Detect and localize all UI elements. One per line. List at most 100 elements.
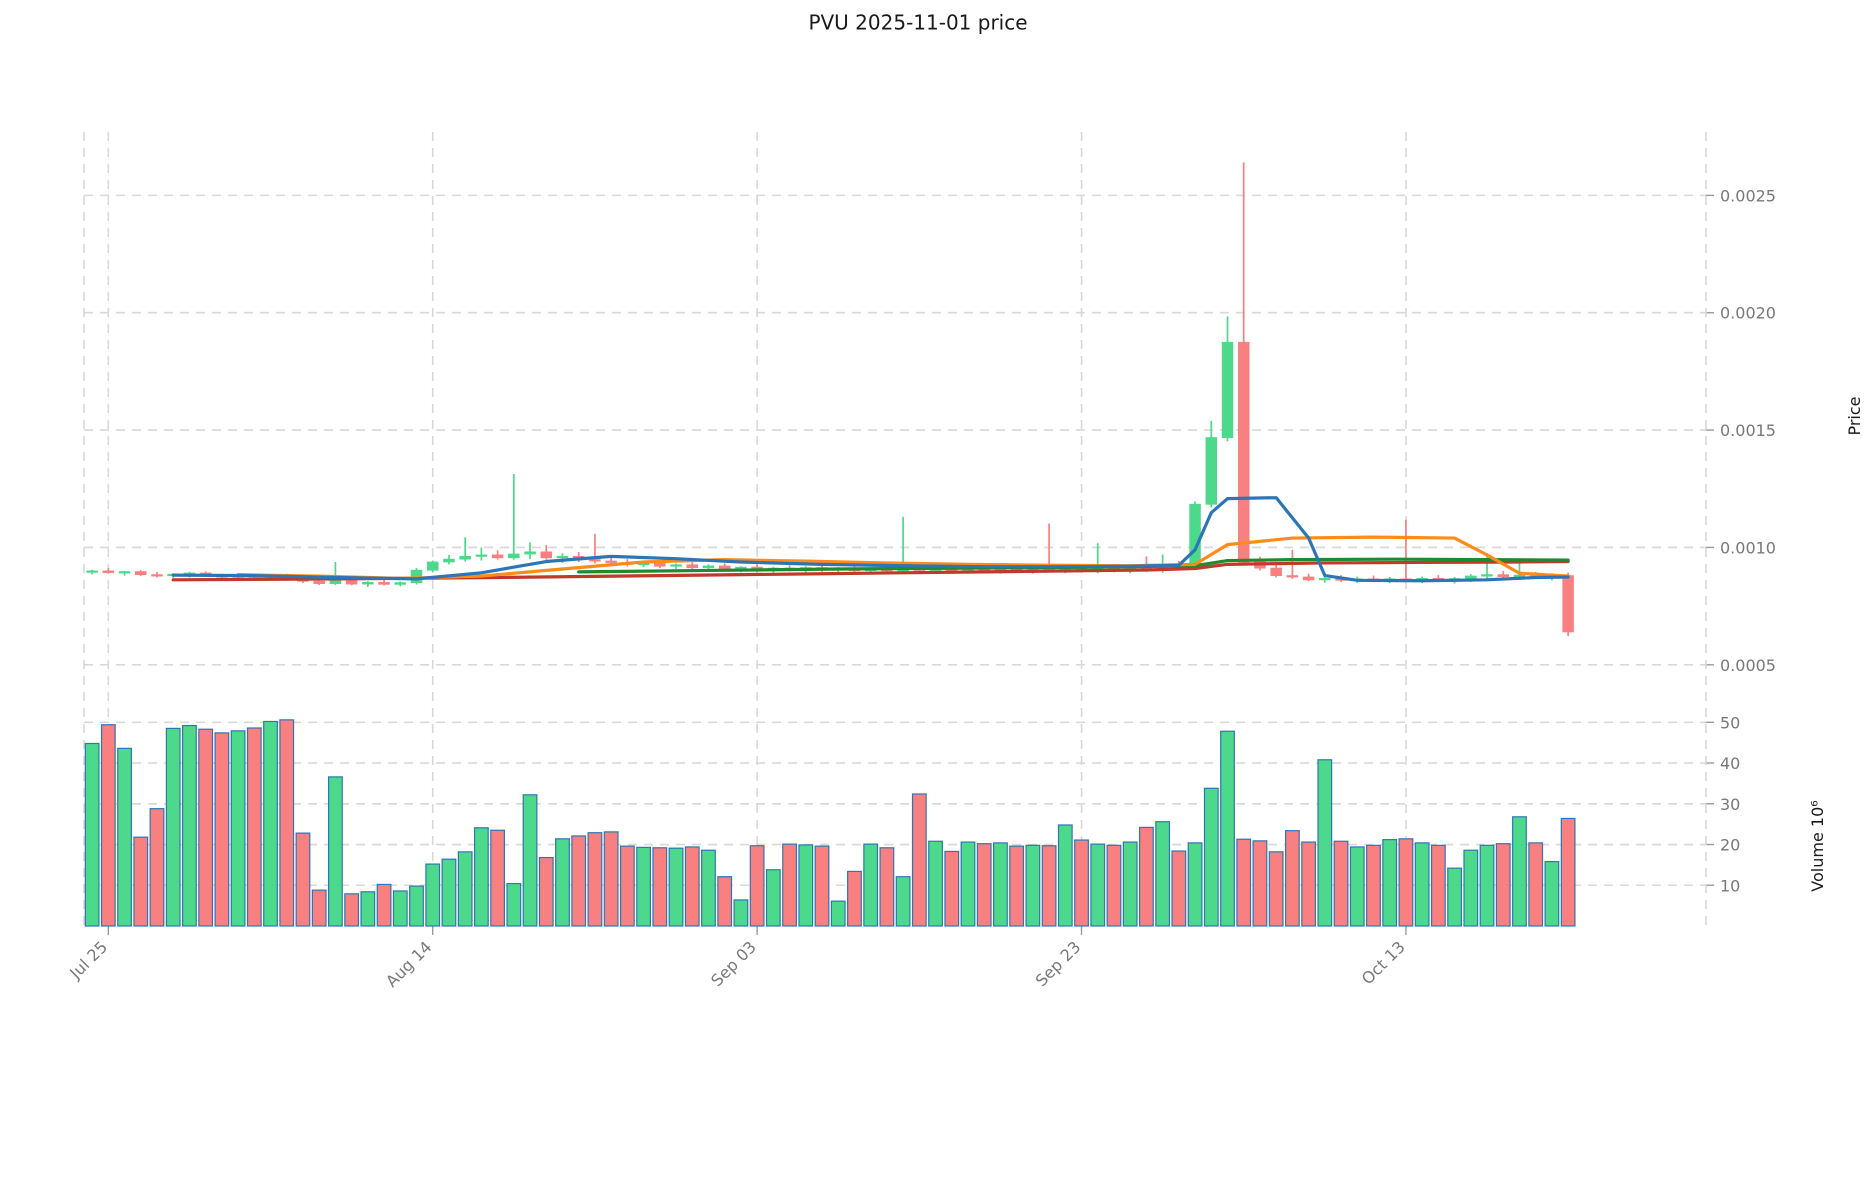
volume-bar — [182, 724, 197, 927]
candlestick — [1221, 316, 1234, 442]
volume-bar — [344, 893, 360, 927]
volume-bar — [1138, 826, 1154, 927]
volume-bar — [522, 794, 538, 927]
x-tick-label: Oct 13 — [1358, 937, 1409, 988]
volume-bar — [1155, 821, 1171, 927]
volume-bar — [636, 846, 652, 927]
volume-bar — [1106, 844, 1122, 927]
volume-axis-title: Volume 10⁶ — [1808, 800, 1827, 891]
candlestick — [1497, 570, 1510, 579]
volume-bar — [652, 847, 668, 927]
candle-body — [394, 582, 407, 585]
volume-bar — [863, 843, 879, 927]
volume-bar — [749, 845, 765, 927]
volume-tick-label: 30 — [1720, 795, 1740, 814]
volume-tick-label: 20 — [1720, 836, 1740, 855]
moving-average-line — [171, 559, 1570, 582]
volume-tick-label: 50 — [1720, 713, 1740, 732]
volume-bar — [1463, 849, 1479, 927]
volume-bar — [1057, 824, 1073, 927]
candle-body — [1497, 574, 1510, 577]
volume-bar — [149, 808, 165, 927]
candle-body — [1237, 341, 1250, 563]
moving-average-line — [236, 535, 1570, 581]
x-tick-label: Aug 14 — [382, 937, 436, 991]
volume-bar — [814, 845, 830, 927]
candle-body — [491, 554, 504, 559]
candlestick — [1270, 564, 1282, 578]
candle-body — [670, 564, 682, 567]
volume-bar — [1090, 843, 1106, 927]
candle-body — [508, 553, 520, 559]
volume-bar — [214, 732, 230, 927]
candlestick — [1481, 553, 1493, 580]
volume-bar — [1430, 844, 1446, 927]
candle-body — [540, 551, 553, 559]
candlestick — [1205, 420, 1218, 508]
candle-body — [1205, 437, 1218, 505]
volume-bar — [246, 727, 262, 927]
volume-bar — [993, 842, 1008, 927]
volume-bar — [279, 719, 295, 927]
candle-body — [443, 558, 455, 563]
price-tick-label: 0.0015 — [1720, 421, 1776, 440]
volume-bar — [1236, 838, 1252, 927]
volume-bar — [1447, 867, 1463, 927]
volume-bar — [230, 730, 246, 927]
volume-bar — [117, 747, 132, 927]
volume-bar — [895, 876, 911, 927]
price-tick-label: 0.0020 — [1720, 304, 1776, 323]
volume-bar — [782, 843, 797, 927]
price-tick-label: 0.0005 — [1720, 656, 1776, 675]
candle-body — [426, 561, 439, 571]
price-tick-label: 0.0025 — [1720, 186, 1776, 205]
volume-bar — [587, 832, 603, 927]
volume-bar — [1284, 830, 1300, 927]
volume-bar — [327, 776, 343, 927]
volume-bar — [684, 846, 700, 927]
volume-bar — [1398, 838, 1414, 927]
volume-bar — [1041, 845, 1057, 927]
volume-bar — [1349, 846, 1365, 927]
candlestick — [394, 581, 407, 587]
volume-bar — [133, 836, 149, 927]
volume-bar — [409, 885, 424, 927]
candle-body — [524, 551, 536, 555]
volume-bar — [1252, 840, 1268, 927]
candle-body — [151, 574, 163, 577]
volume-bar — [311, 889, 327, 927]
candlestick — [670, 563, 682, 570]
x-tick-label: Sep 23 — [1032, 937, 1085, 990]
volume-bar — [944, 850, 960, 927]
volume-bar — [263, 720, 278, 927]
volume-bar — [538, 856, 554, 927]
candlestick — [135, 570, 147, 577]
volume-bar — [733, 899, 749, 927]
candle-body — [86, 570, 98, 573]
x-tick-label: Jul 25 — [65, 937, 111, 983]
volume-bar — [603, 831, 619, 927]
volume-bar — [976, 843, 992, 927]
candle-body — [605, 560, 617, 563]
candlestick — [102, 568, 115, 574]
volume-bar — [506, 883, 522, 927]
candlestick — [1302, 573, 1315, 582]
volume-bar — [798, 844, 814, 927]
candle-body — [1302, 576, 1315, 581]
volume-bar — [701, 849, 716, 927]
candlestick — [524, 542, 536, 560]
candle-body — [378, 582, 390, 585]
candle-body — [475, 554, 488, 557]
candlestick — [459, 537, 471, 562]
volume-bar — [360, 891, 376, 927]
candlestick — [151, 572, 163, 578]
volume-bar — [879, 847, 895, 927]
candle-body — [1319, 578, 1331, 581]
volume-bar — [847, 870, 862, 927]
candle-body — [313, 580, 325, 584]
candlestick — [508, 473, 520, 560]
volume-bar — [165, 727, 181, 927]
volume-bar — [1122, 841, 1138, 927]
